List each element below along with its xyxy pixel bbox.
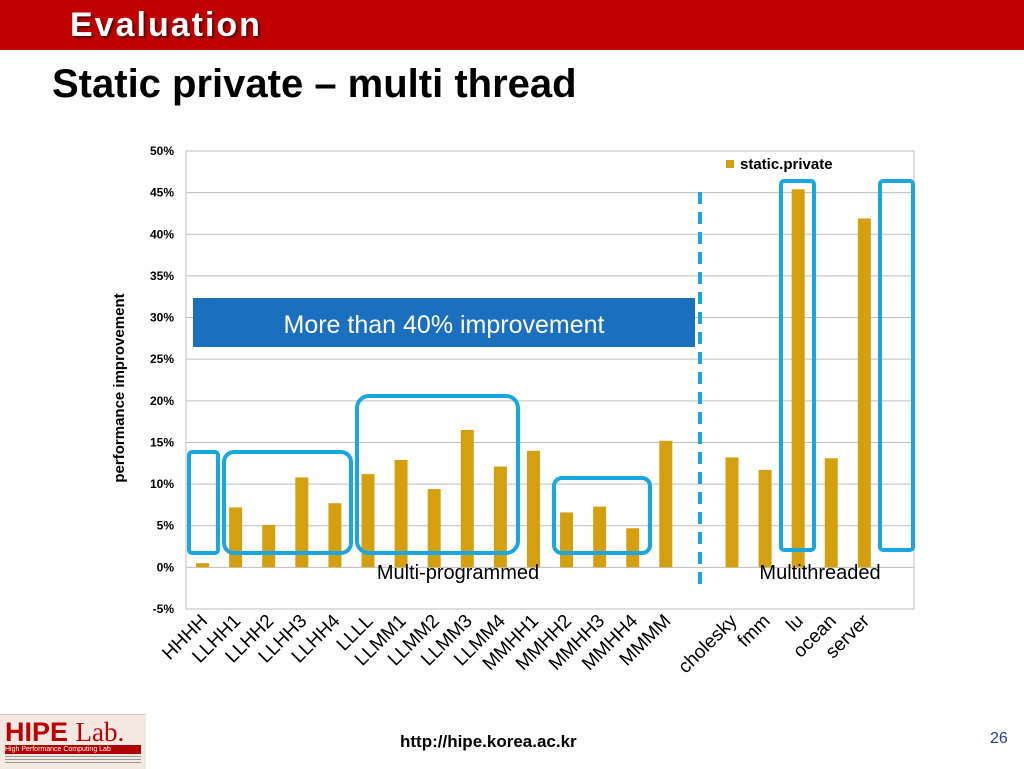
footer-url[interactable]: http://hipe.korea.ac.kr: [400, 732, 577, 751]
chart-bars: [196, 189, 871, 568]
callout-box: More than 40% improvement: [193, 298, 695, 347]
bar-cholesky: [725, 457, 739, 568]
y-tick-label: 15%: [150, 435, 174, 449]
logo-fine-print: [5, 756, 141, 766]
y-tick-label: 20%: [150, 394, 174, 408]
chart-gridlines: [185, 150, 915, 610]
highlight-box-llhh: [222, 450, 353, 555]
highlight-box-llmm: [355, 394, 520, 555]
bar-llmm1: [394, 459, 408, 568]
section-title: Evaluation: [70, 6, 262, 44]
highlight-box-mmhh: [552, 476, 652, 555]
y-tick-label: 25%: [150, 352, 174, 366]
bar-llhh4: [328, 503, 342, 568]
y-tick-label: 50%: [150, 144, 174, 158]
x-tick-label: cholesky: [674, 610, 741, 677]
slide-title: Static private – multi thread: [52, 62, 577, 106]
bar-llmm4: [493, 466, 507, 568]
bar-llmm2: [427, 489, 441, 568]
bar-llmm3: [460, 429, 474, 568]
callout-text: More than 40% improvement: [284, 311, 605, 339]
logo-subtitle: High Performance Computing Lab: [5, 745, 141, 754]
bar-mmhh1: [526, 450, 540, 568]
bar-llhh3: [295, 477, 309, 568]
highlight-box-server: [878, 179, 915, 552]
bar-lu: [791, 189, 805, 568]
bar-llll: [361, 474, 375, 568]
bar-hhhh: [196, 563, 210, 568]
bar-mmhh3: [593, 506, 607, 568]
group-label-multi-programmed: Multi-programmed: [377, 562, 539, 584]
y-tick-label: 40%: [150, 227, 174, 241]
lab-logo: HIPE Lab. High Performance Computing Lab: [0, 714, 146, 769]
bar-llhh2: [262, 524, 276, 568]
legend-swatch: [726, 160, 734, 168]
legend: static.private: [726, 156, 833, 173]
y-tick-label: 35%: [150, 269, 174, 283]
bar-mmhh2: [560, 512, 574, 568]
bar-llhh1: [229, 507, 243, 568]
y-tick-label: 45%: [150, 186, 174, 200]
bar-mmhh4: [626, 528, 640, 568]
bar-ocean: [824, 458, 838, 568]
bar-fmm: [758, 469, 772, 568]
y-tick-label: 5%: [157, 519, 175, 533]
bar-server: [857, 218, 871, 568]
y-tick-label: 10%: [150, 477, 174, 491]
x-tick-label: fmm: [734, 611, 775, 652]
highlight-box-hhhh: [187, 450, 220, 555]
logo-title: HIPE Lab.: [5, 717, 125, 747]
y-tick-label: 0%: [157, 560, 175, 574]
header-bar: Evaluation: [0, 0, 1024, 50]
callout-background: [193, 298, 695, 347]
y-axis-ticks: -5% 0% 5% 10% 15% 20% 25% 30% 35% 40% 45% 50%: [150, 144, 174, 616]
page-number: 26: [990, 730, 1008, 747]
y-tick-label: 30%: [150, 311, 174, 325]
bar-chart: -5% 0% 5% 10% 15% 20% 25% 30% 35% 40% 45% 50% HHHHL…: [111, 144, 915, 678]
highlight-box-lu: [779, 179, 816, 552]
highlight-boxes: [187, 179, 915, 555]
y-axis-label: performance improvement: [111, 293, 128, 482]
group-label-multithreaded: Multithreaded: [759, 562, 880, 584]
bar-mmmm: [659, 440, 673, 568]
legend-label: static.private: [740, 156, 833, 173]
plot-frame: [185, 150, 915, 610]
x-axis-ticks: HHHHLLHH1LLHH2LLHH3LLHH4LLLLLLMM1LLMM2LL…: [158, 610, 874, 678]
y-tick-label: -5%: [153, 602, 175, 616]
